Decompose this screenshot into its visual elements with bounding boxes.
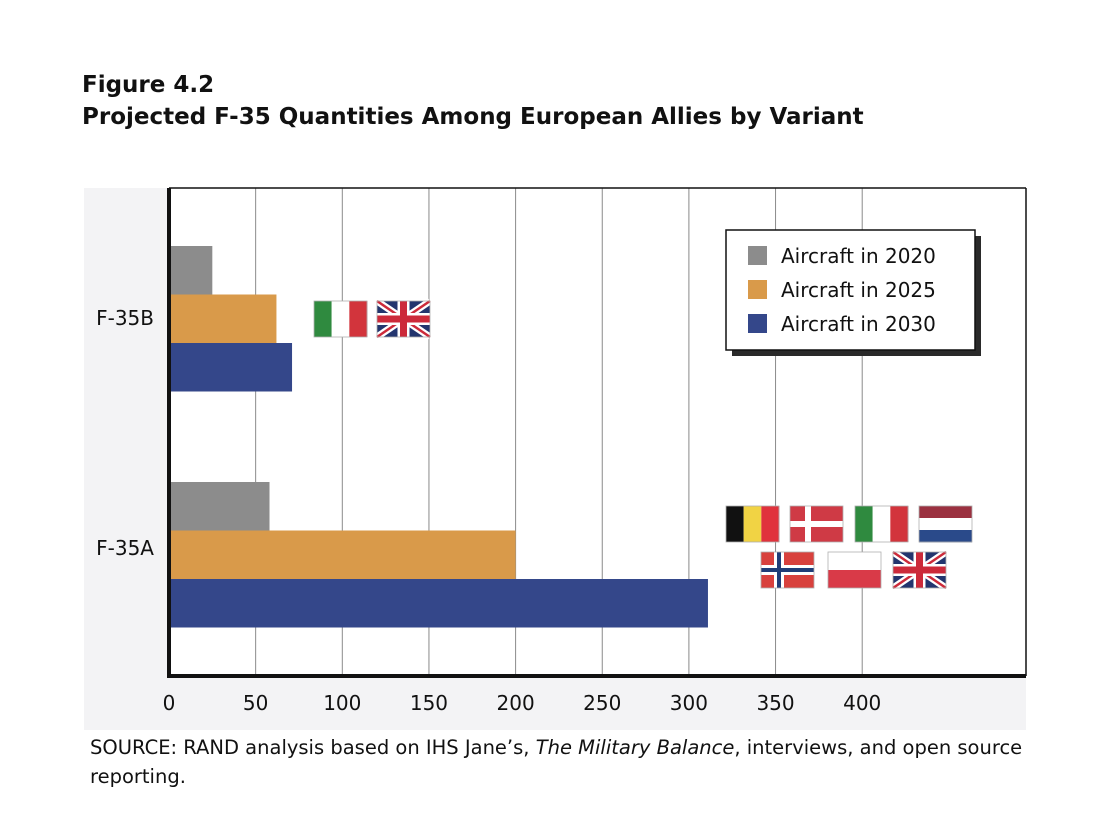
source-text-end: , interviews, and open source reporting. — [90, 736, 1023, 788]
flag-netherlands-icon — [918, 505, 973, 543]
x-tick-label: 150 — [410, 691, 448, 715]
bar-f-35a-aircraft-in-2030 — [169, 579, 708, 628]
flag-united-kingdom-icon — [375, 298, 432, 340]
source-publication-title: The Military Balance — [535, 736, 735, 759]
legend-swatch — [748, 280, 767, 299]
flag-denmark-icon — [789, 505, 844, 543]
bar-f-35b-aircraft-in-2030 — [169, 343, 293, 392]
flag-norway-icon — [760, 551, 815, 589]
x-tick-label: 300 — [670, 691, 708, 715]
x-tick-label: 50 — [243, 691, 268, 715]
legend-label: Aircraft in 2020 — [781, 244, 936, 268]
category-label: F-35B — [96, 306, 154, 330]
x-tick-label: 350 — [756, 691, 794, 715]
bar-f-35a-aircraft-in-2025 — [169, 530, 516, 579]
flag-italy-icon — [854, 505, 909, 543]
figure-title: Projected F-35 Quantities Among European… — [82, 104, 864, 130]
source-note: SOURCE: RAND analysis based on IHS Jane’… — [90, 733, 1030, 791]
x-tick-label: 250 — [583, 691, 621, 715]
flag-united-kingdom-icon — [891, 549, 948, 591]
flag-poland-icon — [827, 551, 882, 589]
legend-label: Aircraft in 2025 — [781, 278, 936, 302]
legend-swatch — [748, 314, 767, 333]
flag-italy-icon — [313, 300, 368, 338]
bar-f-35b-aircraft-in-2020 — [169, 246, 213, 295]
x-tick-label: 400 — [843, 691, 881, 715]
legend-box — [725, 229, 976, 351]
legend-swatch — [748, 246, 767, 265]
x-tick-label: 0 — [163, 691, 176, 715]
bar-f-35b-aircraft-in-2025 — [169, 294, 277, 343]
flag-belgium-icon — [725, 505, 780, 543]
figure-label: Figure 4.2 — [82, 72, 215, 98]
bar-f-35a-aircraft-in-2020 — [169, 482, 270, 531]
x-tick-label: 100 — [323, 691, 361, 715]
x-tick-label: 200 — [497, 691, 535, 715]
category-label: F-35A — [96, 536, 154, 560]
legend-label: Aircraft in 2030 — [781, 312, 936, 336]
source-text: SOURCE: RAND analysis based on IHS Jane’… — [90, 736, 536, 759]
